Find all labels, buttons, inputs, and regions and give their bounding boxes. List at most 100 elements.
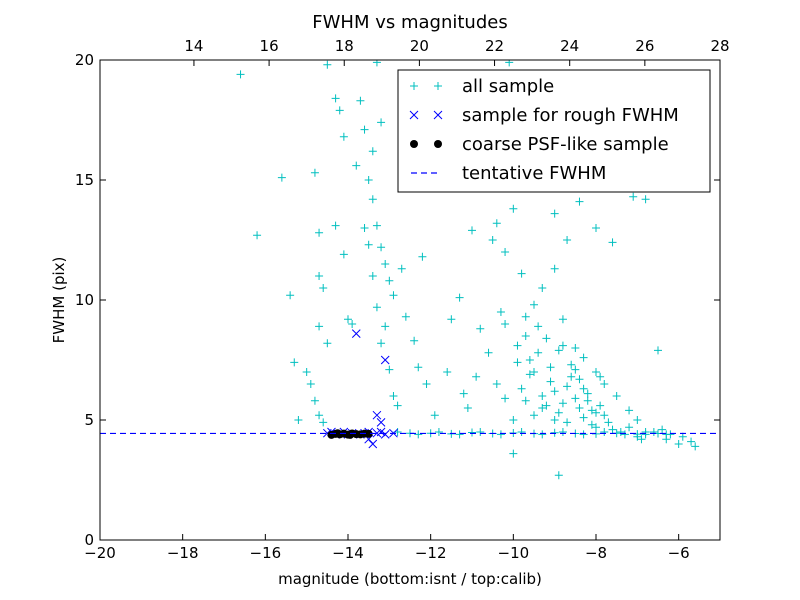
all-sample-point bbox=[315, 322, 324, 331]
coarse-psf-like-sample-point bbox=[333, 429, 342, 438]
all-sample-point bbox=[501, 248, 510, 256]
all-sample-point bbox=[331, 94, 340, 103]
all-sample-point bbox=[385, 276, 394, 285]
legend-box bbox=[397, 69, 711, 193]
all-sample-point bbox=[538, 392, 547, 400]
all-sample-point bbox=[389, 291, 398, 300]
all-sample-point bbox=[587, 420, 596, 429]
all-sample-point bbox=[310, 396, 319, 405]
all-sample-point bbox=[658, 425, 667, 434]
legend-swatch bbox=[433, 110, 443, 120]
all-sample-point bbox=[393, 401, 402, 410]
all-sample-point bbox=[310, 168, 319, 177]
legend-label: coarse PSF-like sample bbox=[462, 134, 669, 155]
all-sample-point bbox=[360, 224, 369, 232]
all-sample-point bbox=[315, 228, 324, 237]
all-sample-point bbox=[571, 394, 580, 403]
all-sample-point bbox=[575, 404, 584, 412]
all-sample-point bbox=[530, 368, 538, 376]
all-sample-point bbox=[554, 346, 563, 355]
y-tick-label: 10 bbox=[75, 291, 94, 309]
all-sample-point bbox=[463, 404, 472, 412]
all-sample-point bbox=[625, 406, 634, 415]
all-sample-point bbox=[592, 224, 600, 232]
all-sample-point bbox=[662, 430, 671, 439]
all-sample-point bbox=[344, 315, 352, 324]
all-sample-point bbox=[625, 423, 634, 432]
y-tick-label: 15 bbox=[75, 171, 94, 189]
all-sample-point bbox=[629, 192, 638, 201]
all-sample-point bbox=[596, 401, 605, 410]
all-sample-point bbox=[306, 380, 315, 388]
all-sample-point bbox=[356, 96, 365, 105]
all-sample-point bbox=[612, 392, 621, 400]
all-sample-point bbox=[335, 106, 344, 115]
all-sample-point bbox=[236, 70, 245, 79]
all-sample-point bbox=[323, 60, 332, 69]
all-sample-point bbox=[513, 341, 522, 350]
all-sample-point bbox=[410, 336, 419, 345]
all-sample-point bbox=[315, 272, 324, 280]
all-sample-point bbox=[368, 147, 377, 156]
x-tick-label: −20 bbox=[84, 544, 116, 562]
all-sample-point bbox=[509, 204, 518, 213]
all-sample-point bbox=[302, 368, 311, 376]
all-sample-point bbox=[339, 250, 348, 259]
all-sample-point bbox=[385, 365, 394, 374]
all-sample-point bbox=[558, 315, 567, 324]
all-sample-point bbox=[558, 341, 567, 350]
all-sample-point bbox=[554, 471, 563, 480]
all-sample-point bbox=[583, 396, 592, 405]
all-sample-point bbox=[476, 324, 485, 333]
all-sample-point bbox=[315, 411, 324, 420]
x-tick-label: −8 bbox=[585, 544, 607, 562]
all-sample-point bbox=[637, 435, 646, 444]
all-sample-point bbox=[554, 408, 563, 417]
all-sample-point bbox=[476, 428, 485, 436]
y-axis-label: FWHM (pix) bbox=[50, 257, 68, 344]
all-sample-point bbox=[372, 60, 381, 67]
x-tick-label: −6 bbox=[668, 544, 690, 562]
all-sample-point bbox=[550, 209, 559, 218]
all-sample-point bbox=[538, 430, 547, 439]
all-sample-point bbox=[592, 423, 600, 432]
all-sample-point bbox=[389, 392, 398, 400]
all-sample-point bbox=[496, 430, 505, 439]
all-sample-point bbox=[468, 428, 476, 437]
plot-area bbox=[100, 60, 720, 480]
all-sample-point bbox=[567, 360, 576, 369]
all-sample-point bbox=[534, 348, 543, 357]
top-tick-label: 28 bbox=[710, 37, 729, 55]
x-axis-label: magnitude (bottom:isnt / top:calib) bbox=[278, 570, 542, 588]
all-sample-point bbox=[319, 284, 328, 292]
all-sample-point bbox=[571, 365, 580, 374]
all-sample-point bbox=[381, 322, 390, 331]
y-tick-label: 5 bbox=[84, 411, 94, 429]
top-tick-label: 18 bbox=[335, 37, 354, 55]
all-sample-point bbox=[608, 425, 617, 434]
all-sample-point bbox=[546, 377, 555, 386]
all-sample-point bbox=[377, 118, 386, 127]
all-sample-point bbox=[368, 195, 377, 204]
all-sample-point bbox=[620, 430, 629, 439]
all-sample-point bbox=[339, 132, 348, 141]
all-sample-point bbox=[633, 430, 642, 439]
all-sample-point bbox=[472, 372, 481, 381]
all-sample-point bbox=[579, 384, 588, 393]
all-sample-point bbox=[372, 303, 381, 312]
top-tick-label: 22 bbox=[485, 37, 504, 55]
all-sample-point bbox=[505, 60, 514, 67]
all-sample-point bbox=[496, 308, 505, 316]
all-sample-point bbox=[579, 413, 588, 422]
all-sample-point bbox=[691, 442, 700, 451]
legend-swatch bbox=[409, 110, 419, 120]
all-sample-point bbox=[488, 236, 497, 244]
all-sample-point bbox=[530, 411, 538, 420]
all-sample-point bbox=[654, 346, 662, 355]
all-sample-point bbox=[550, 416, 559, 424]
all-sample-point bbox=[592, 368, 600, 376]
all-sample-point bbox=[397, 264, 406, 273]
y-tick-label: 20 bbox=[75, 51, 94, 69]
chart-title: FWHM vs magnitudes bbox=[312, 12, 507, 33]
legend-label: sample for rough FWHM bbox=[462, 105, 679, 126]
